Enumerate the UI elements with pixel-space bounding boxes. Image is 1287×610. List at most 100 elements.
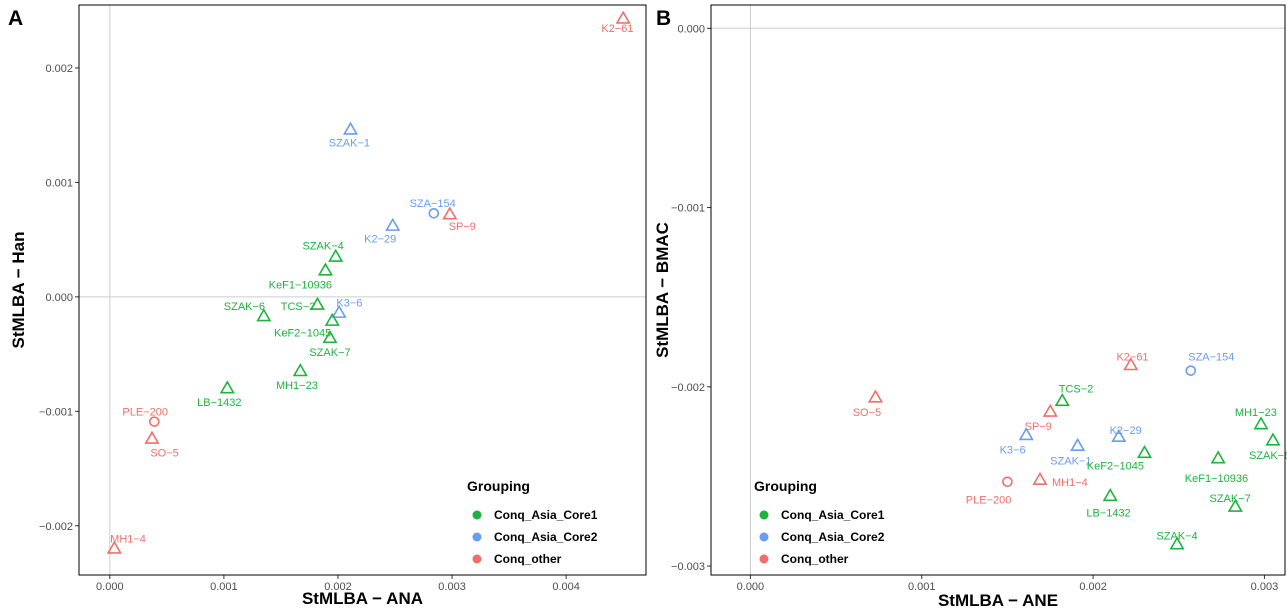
data-point-triangle	[144, 430, 160, 444]
data-point-triangle	[317, 262, 333, 276]
x-axis-title: StMLBA − ANE	[938, 591, 1058, 610]
legend-key	[759, 554, 769, 564]
point-label: SZAK−1	[1050, 455, 1091, 467]
point-label: K2−61	[601, 23, 633, 35]
point-label: LB−1432	[1086, 507, 1130, 519]
data-point-triangle	[1032, 471, 1048, 486]
data-point-triangle	[1136, 445, 1153, 459]
y-tick-label: −0.002	[671, 382, 705, 394]
x-tick-label: 0.003	[1251, 581, 1279, 593]
point-label: SO−5	[853, 407, 881, 419]
data-point-triangle	[331, 304, 347, 318]
point-label: SZA−154	[410, 198, 456, 210]
data-point-triangle	[106, 540, 122, 554]
x-tick-label: 0.000	[737, 581, 765, 593]
legend-title: Grouping	[754, 478, 817, 494]
y-axis-title: StMLBA − Han	[9, 232, 28, 349]
data-point-triangle	[1102, 488, 1118, 502]
legend: Grouping Conq_Asia_Core1 Conq_Asia_Core2 Co…	[467, 478, 598, 566]
data-point-triangle	[292, 363, 308, 377]
data-point-triangle	[309, 296, 325, 310]
point-label: KeF1−10936	[269, 279, 332, 291]
legend-key	[472, 554, 482, 564]
point-label: SZAK−7	[1210, 493, 1251, 505]
y-tick-label: 0.002	[45, 63, 73, 75]
legend-entry-label: Conq_other	[781, 552, 849, 566]
data-point-triangle	[328, 248, 344, 262]
data-point-triangle	[1018, 427, 1034, 441]
x-tick-label: 0.001	[210, 581, 238, 593]
data-point-triangle	[1253, 416, 1269, 430]
data-point-circle	[1002, 476, 1013, 488]
x-tick-label: 0.002	[1079, 581, 1107, 593]
point-label: SZAK−7	[309, 347, 350, 359]
point-label: SP−9	[449, 221, 476, 233]
legend-entry-label: Conq_Asia_Core2	[494, 530, 598, 544]
data-point-circle	[148, 416, 160, 427]
panel-letter: B	[656, 7, 671, 30]
data-point-circle	[428, 208, 440, 219]
point-label: SO−5	[150, 448, 178, 460]
point-label: SZAK−6	[224, 301, 265, 313]
point-label: TCS−2	[281, 301, 316, 313]
legend-key	[759, 532, 769, 542]
y-axis-title: StMLBA − BMAC	[653, 222, 672, 358]
data-point-triangle	[1169, 536, 1185, 550]
point-label: MH1−4	[110, 533, 146, 545]
data-point-triangle	[1054, 393, 1070, 407]
legend-key	[759, 510, 769, 520]
y-tick-label: −0.001	[671, 203, 705, 215]
point-label: K2−29	[1110, 425, 1142, 437]
y-tick-label: 0.000	[45, 292, 73, 304]
point-label: MH1−23	[276, 380, 318, 392]
data-point-triangle	[342, 121, 359, 135]
point-label: K2−61	[1116, 351, 1148, 363]
point-label: K2−29	[364, 233, 396, 245]
x-axis-title: StMLBA − ANA	[302, 589, 423, 608]
panel-a-scatter-plot: A 0.000 0.001 0.002 0.003 0.004 −0.002 −0.001 0…	[8, 4, 647, 608]
y-tick-label: 0.001	[45, 177, 73, 189]
point-label: PLE−200	[966, 495, 1012, 507]
y-tick-label: −0.002	[39, 521, 73, 533]
point-label: KeF1−10936	[1185, 473, 1248, 485]
point-label: PLE−200	[122, 406, 168, 418]
data-point-circle	[1185, 365, 1197, 376]
point-label: K3−6	[336, 298, 362, 310]
x-tick-label: 0.004	[552, 581, 580, 593]
data-point-triangle	[615, 10, 631, 24]
data-point-triangle	[1123, 357, 1139, 371]
data-point-triangle	[324, 312, 340, 326]
point-label: SZAK−4	[303, 240, 344, 252]
legend-entry-label: Conq_Asia_Core1	[494, 508, 598, 522]
data-point-triangle	[1070, 437, 1086, 451]
x-tick-label: 0.003	[438, 581, 466, 593]
data-point-triangle	[1265, 432, 1281, 446]
data-point-triangle	[1227, 498, 1243, 512]
plot-frame	[78, 4, 647, 576]
y-tick-label: −0.003	[671, 561, 705, 573]
legend-entry-label: Conq_Asia_Core2	[781, 530, 885, 544]
y-tick-label: 0.000	[677, 23, 705, 35]
panel-b-scatter-plot: B 0.000 0.001 0.002 0.003 −0.003 −0.002 −0.001…	[653, 4, 1287, 610]
legend-title: Grouping	[467, 478, 530, 494]
point-label: KeF2−1045	[274, 327, 331, 339]
point-label: SP−9	[1025, 421, 1052, 433]
data-point-triangle	[1210, 450, 1226, 464]
plot-frame	[710, 4, 1286, 576]
x-tick-label: 0.001	[908, 581, 936, 593]
data-point-triangle	[1111, 428, 1127, 443]
point-label: SZA−154	[1188, 351, 1234, 363]
data-point-triangle	[867, 389, 884, 403]
data-point-triangle	[219, 380, 235, 394]
data-point-triangle	[385, 217, 401, 231]
legend-key	[472, 510, 482, 520]
point-label: SZAK−1	[329, 137, 370, 149]
data-point-triangle	[442, 206, 458, 220]
point-label: K3−6	[1000, 445, 1026, 457]
point-label: SZAK−6	[1249, 450, 1287, 462]
data-point-triangle	[322, 329, 338, 344]
point-label: KeF2−1045	[1087, 461, 1144, 473]
data-point-triangle	[256, 308, 272, 322]
x-tick-label: 0.000	[96, 581, 124, 593]
